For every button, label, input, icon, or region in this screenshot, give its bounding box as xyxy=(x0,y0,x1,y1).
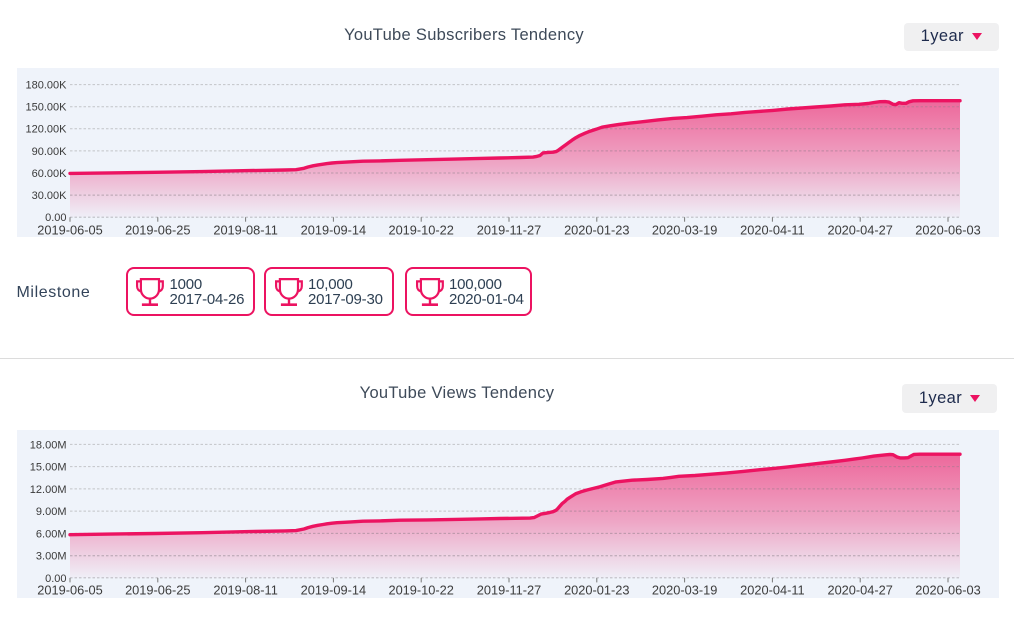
svg-text:2020-04-27: 2020-04-27 xyxy=(827,582,892,597)
svg-text:15.00M: 15.00M xyxy=(30,462,67,474)
svg-text:2020-06-03: 2020-06-03 xyxy=(915,222,980,237)
svg-text:2019-11-27: 2019-11-27 xyxy=(477,582,542,597)
svg-text:90.00K: 90.00K xyxy=(32,146,68,158)
svg-text:2020-04-27: 2020-04-27 xyxy=(827,222,892,237)
svg-text:60.00K: 60.00K xyxy=(32,168,68,180)
svg-text:12.00M: 12.00M xyxy=(30,484,67,496)
svg-text:2019-06-25: 2019-06-25 xyxy=(125,222,190,237)
svg-text:2020-01-23: 2020-01-23 xyxy=(564,582,629,597)
svg-text:30.00K: 30.00K xyxy=(32,190,68,202)
svg-text:120.00K: 120.00K xyxy=(26,124,68,136)
svg-text:180.00K: 180.00K xyxy=(26,80,68,92)
svg-text:2020-06-03: 2020-06-03 xyxy=(915,582,980,597)
svg-text:2020-03-19: 2020-03-19 xyxy=(652,222,717,237)
svg-text:2019-06-25: 2019-06-25 xyxy=(125,582,190,597)
svg-text:0.00: 0.00 xyxy=(45,212,66,224)
svg-text:2020-03-19: 2020-03-19 xyxy=(652,582,717,597)
svg-text:6.00M: 6.00M xyxy=(36,528,67,540)
svg-text:9.00M: 9.00M xyxy=(36,506,67,518)
svg-text:0.00: 0.00 xyxy=(45,573,66,585)
svg-text:2019-09-14: 2019-09-14 xyxy=(301,222,366,237)
svg-text:2019-06-05: 2019-06-05 xyxy=(37,582,102,597)
svg-text:2019-08-11: 2019-08-11 xyxy=(213,222,278,237)
svg-text:2019-08-11: 2019-08-11 xyxy=(213,582,278,597)
svg-text:2019-10-22: 2019-10-22 xyxy=(388,582,453,597)
svg-text:18.00M: 18.00M xyxy=(30,439,67,451)
svg-text:2020-04-11: 2020-04-11 xyxy=(740,582,805,597)
svg-text:2019-10-22: 2019-10-22 xyxy=(388,222,453,237)
svg-text:150.00K: 150.00K xyxy=(26,102,68,114)
svg-text:2020-04-11: 2020-04-11 xyxy=(740,222,805,237)
svg-text:2019-11-27: 2019-11-27 xyxy=(477,222,542,237)
svg-text:2020-01-23: 2020-01-23 xyxy=(564,222,629,237)
svg-text:2019-09-14: 2019-09-14 xyxy=(301,582,366,597)
svg-text:2019-06-05: 2019-06-05 xyxy=(37,222,102,237)
svg-text:3.00M: 3.00M xyxy=(36,551,67,563)
